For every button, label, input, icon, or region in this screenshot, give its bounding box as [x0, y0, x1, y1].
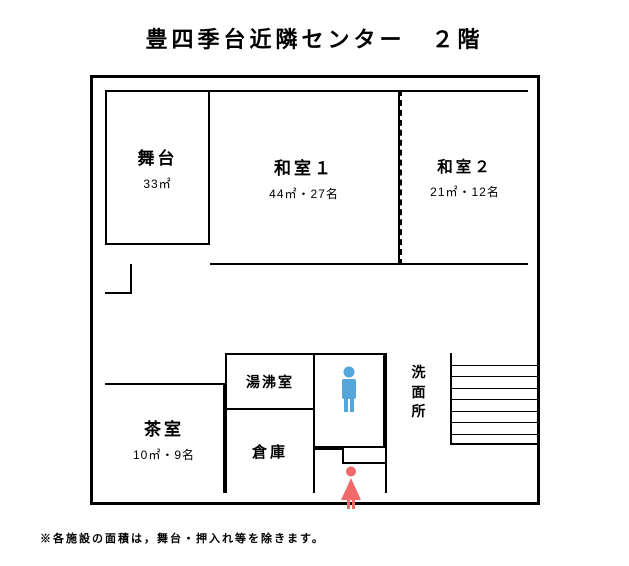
room-yuwakashi: 湯沸室 — [225, 353, 315, 408]
male-icon — [336, 366, 362, 414]
wall-notch2 — [342, 462, 385, 464]
room-stage: 舞台 33㎡ — [105, 90, 210, 245]
page-title: 豊四季台近隣センター ２階 — [0, 0, 629, 54]
senmen-label2: 面 — [412, 383, 426, 403]
stairs — [450, 353, 538, 445]
souko-label: 倉庫 — [252, 441, 288, 462]
wall-notch — [314, 448, 344, 464]
footnote: ※各施設の面積は，舞台・押入れ等を除きます。 — [40, 530, 325, 546]
room-washitsu1: 和室１ 44㎡・27名 — [210, 90, 400, 265]
chashitsu-spec: 10㎡・9名 — [133, 446, 195, 463]
chashitsu-label: 茶室 — [144, 415, 184, 440]
wall-jut — [105, 264, 132, 294]
senmen-label1: 洗 — [412, 363, 426, 383]
room-chashitsu: 茶室 10㎡・9名 — [105, 383, 225, 493]
washitsu1-spec: 44㎡・27名 — [269, 185, 339, 202]
stage-spec: 33㎡ — [143, 175, 171, 192]
yuwakashi-label: 湯沸室 — [246, 372, 294, 392]
washitsu2-spec: 21㎡・12名 — [430, 183, 500, 200]
floor-plan: 舞台 33㎡ 和室１ 44㎡・27名 和室２ 21㎡・12名 茶室 10㎡・9名… — [90, 75, 540, 505]
room-washitsu2: 和室２ 21㎡・12名 — [400, 90, 528, 265]
room-senmenjo: 洗 面 所 — [385, 353, 450, 493]
stage-label: 舞台 — [138, 144, 178, 169]
senmen-label3: 所 — [412, 402, 426, 422]
room-souko: 倉庫 — [225, 408, 315, 493]
female-icon — [338, 466, 364, 510]
washitsu1-label: 和室１ — [274, 154, 334, 179]
washitsu2-label: 和室２ — [437, 155, 493, 177]
